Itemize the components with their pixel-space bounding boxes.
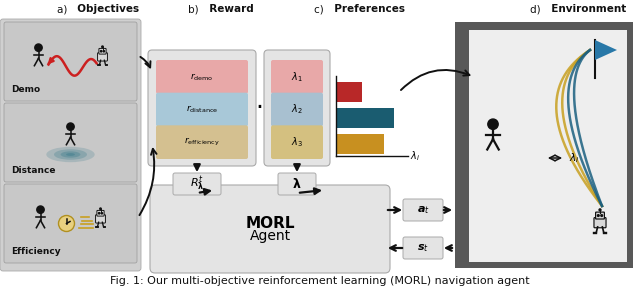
Bar bbox=[336, 108, 394, 128]
Text: Efficiency: Efficiency bbox=[11, 247, 61, 256]
Polygon shape bbox=[595, 40, 617, 60]
Text: $\lambda_3$: $\lambda_3$ bbox=[291, 135, 303, 149]
FancyBboxPatch shape bbox=[271, 93, 323, 126]
FancyBboxPatch shape bbox=[264, 50, 330, 166]
FancyBboxPatch shape bbox=[271, 125, 323, 159]
FancyBboxPatch shape bbox=[156, 125, 248, 159]
Text: MORL: MORL bbox=[245, 217, 295, 231]
Text: b): b) bbox=[188, 4, 202, 14]
FancyBboxPatch shape bbox=[156, 60, 248, 94]
Text: a): a) bbox=[57, 4, 70, 14]
Text: Fig. 1: Our multi-objective reinforcement learning (MORL) navigation agent: Fig. 1: Our multi-objective reinforcemen… bbox=[110, 276, 530, 286]
Text: $\boldsymbol{s}_t$: $\boldsymbol{s}_t$ bbox=[417, 242, 429, 254]
Circle shape bbox=[488, 119, 498, 129]
FancyBboxPatch shape bbox=[150, 185, 390, 273]
Text: $\lambda_1$: $\lambda_1$ bbox=[291, 70, 303, 84]
Circle shape bbox=[58, 215, 74, 231]
FancyBboxPatch shape bbox=[4, 184, 137, 263]
FancyBboxPatch shape bbox=[0, 19, 141, 271]
FancyBboxPatch shape bbox=[99, 48, 106, 54]
Circle shape bbox=[601, 215, 603, 216]
Circle shape bbox=[101, 213, 102, 214]
FancyBboxPatch shape bbox=[148, 50, 256, 166]
Text: $r_{\rm demo}$: $r_{\rm demo}$ bbox=[190, 71, 214, 83]
Ellipse shape bbox=[61, 151, 81, 158]
Bar bbox=[469, 30, 627, 262]
Circle shape bbox=[102, 46, 103, 48]
Circle shape bbox=[35, 44, 42, 51]
FancyBboxPatch shape bbox=[596, 212, 604, 219]
Text: Distance: Distance bbox=[11, 166, 56, 175]
Circle shape bbox=[103, 50, 104, 52]
Ellipse shape bbox=[66, 153, 75, 156]
FancyBboxPatch shape bbox=[271, 60, 323, 94]
Text: $R^t_{\boldsymbol{\lambda}}$: $R^t_{\boldsymbol{\lambda}}$ bbox=[190, 175, 204, 193]
FancyBboxPatch shape bbox=[403, 237, 443, 259]
FancyBboxPatch shape bbox=[594, 218, 606, 228]
Text: $\lambda_i$: $\lambda_i$ bbox=[569, 151, 580, 165]
Ellipse shape bbox=[54, 149, 87, 160]
FancyBboxPatch shape bbox=[97, 211, 104, 216]
FancyBboxPatch shape bbox=[278, 173, 316, 195]
Text: $\lambda_i$: $\lambda_i$ bbox=[410, 149, 420, 163]
Text: $\boldsymbol{a}_t$: $\boldsymbol{a}_t$ bbox=[417, 204, 429, 216]
Bar bbox=[336, 82, 362, 102]
Circle shape bbox=[100, 208, 101, 209]
Text: Agent: Agent bbox=[250, 229, 291, 243]
FancyBboxPatch shape bbox=[95, 215, 106, 223]
FancyBboxPatch shape bbox=[97, 53, 108, 61]
Text: Objectives: Objectives bbox=[70, 4, 140, 14]
Text: Environment: Environment bbox=[544, 4, 627, 14]
FancyBboxPatch shape bbox=[4, 22, 137, 101]
Text: Preferences: Preferences bbox=[327, 4, 405, 14]
FancyBboxPatch shape bbox=[173, 173, 221, 195]
Text: $r_{\rm efficiency}$: $r_{\rm efficiency}$ bbox=[184, 136, 220, 148]
Circle shape bbox=[599, 209, 601, 211]
Circle shape bbox=[100, 50, 102, 52]
Bar bbox=[336, 134, 383, 154]
Text: d): d) bbox=[530, 4, 544, 14]
Text: $r_{\rm distance}$: $r_{\rm distance}$ bbox=[186, 104, 218, 115]
Text: $\boldsymbol{\lambda}$: $\boldsymbol{\lambda}$ bbox=[292, 177, 302, 191]
Circle shape bbox=[67, 123, 74, 130]
Bar bbox=[455, 22, 633, 268]
Circle shape bbox=[597, 215, 599, 216]
Text: Demo: Demo bbox=[11, 85, 40, 94]
Ellipse shape bbox=[46, 147, 95, 162]
Circle shape bbox=[99, 213, 100, 214]
Text: Reward: Reward bbox=[202, 4, 253, 14]
Text: $\cdot$: $\cdot$ bbox=[255, 94, 262, 118]
Circle shape bbox=[37, 206, 44, 213]
FancyBboxPatch shape bbox=[156, 93, 248, 126]
Text: c): c) bbox=[314, 4, 327, 14]
FancyBboxPatch shape bbox=[403, 199, 443, 221]
FancyBboxPatch shape bbox=[4, 103, 137, 182]
Text: $\lambda_2$: $\lambda_2$ bbox=[291, 103, 303, 116]
